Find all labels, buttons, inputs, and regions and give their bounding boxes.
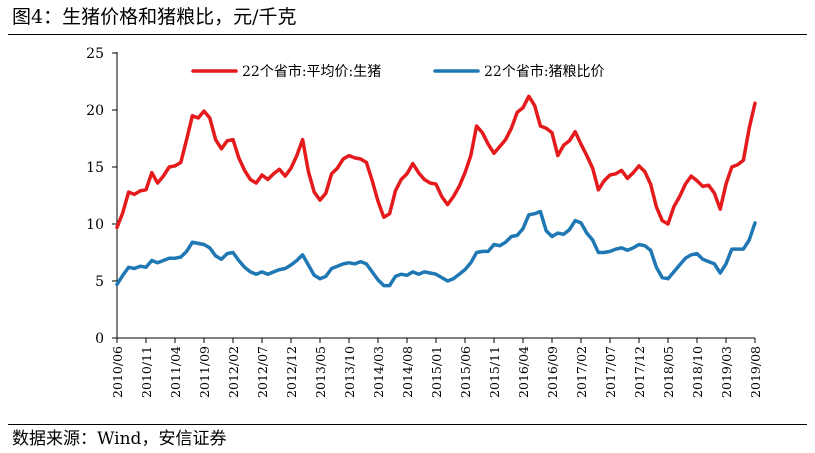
y-tick-label: 15: [86, 160, 104, 176]
y-tick-label: 0: [95, 331, 104, 347]
x-tick-label: 2014/03: [371, 346, 386, 398]
x-tick-label: 2019/03: [719, 346, 734, 398]
x-tick-label: 2012/07: [255, 346, 270, 398]
x-tick-label: 2017/12: [632, 346, 647, 398]
source-note: 数据来源：Wind，安信证券: [12, 429, 227, 449]
x-tick-label: 2011/04: [168, 346, 183, 398]
chart-series: [115, 94, 757, 288]
x-tick-label: 2015/11: [487, 346, 502, 398]
x-tick-label: 2017/02: [574, 346, 589, 398]
legend-label-1: 22个省市:平均价:生猪: [242, 63, 381, 80]
x-tick-label: 2018/10: [690, 346, 705, 398]
x-tick-label: 2015/06: [458, 346, 473, 398]
y-tick-label: 25: [86, 46, 104, 62]
top-rule: [8, 34, 807, 35]
figure-title: 图4：生猪价格和猪粮比，元/千克: [12, 6, 297, 28]
series-line-2: [115, 209, 757, 288]
x-tick-label: 2015/01: [429, 346, 444, 398]
x-tick-label: 2011/09: [197, 346, 212, 398]
x-tick-label: 2014/08: [400, 346, 415, 398]
x-tick-label: 2013/10: [342, 346, 357, 398]
y-tick-label: 5: [95, 274, 104, 290]
chart-legend: 22个省市:平均价:生猪 22个省市:猪粮比价: [191, 63, 605, 80]
legend-label-2: 22个省市:猪粮比价: [484, 63, 605, 80]
y-tick-label: 10: [86, 217, 104, 233]
x-tick-label: 2016/04: [516, 346, 531, 398]
x-tick-label: 2010/11: [139, 346, 154, 398]
chart-axes: 0 5 10 15 20 25 2010/06 2010/11 2011/04 2011/09 20…: [86, 46, 763, 398]
x-tick-label: 2010/06: [110, 346, 125, 398]
x-tick-label: 2019/08: [748, 346, 763, 398]
bottom-rule: [8, 424, 807, 425]
x-tick-label: 2018/05: [661, 346, 676, 398]
x-tick-label: 2013/05: [313, 346, 328, 398]
y-tick-label: 20: [86, 103, 104, 119]
x-tick-label: 2016/09: [545, 346, 560, 398]
series-line-1: [115, 94, 757, 230]
x-tick-label: 2012/02: [226, 346, 241, 398]
x-tick-label: 2012/12: [284, 346, 299, 398]
x-tick-label: 2017/07: [603, 346, 618, 398]
